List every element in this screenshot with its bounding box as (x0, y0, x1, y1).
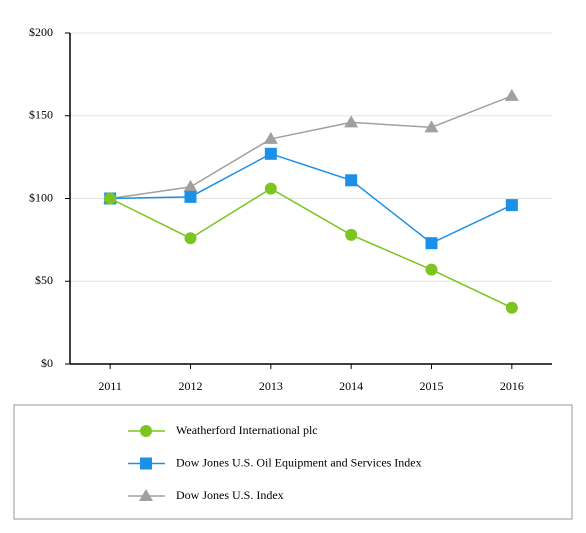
legend-marker (140, 457, 152, 470)
legend-label: Weatherford International plc (176, 423, 318, 437)
data-point (345, 228, 358, 241)
x-tick-label: 2015 (420, 379, 444, 393)
y-tick-label: $100 (29, 190, 53, 204)
y-tick-label: $200 (29, 25, 53, 39)
legend-marker (140, 425, 152, 437)
series-line (110, 153, 513, 245)
data-point (504, 88, 519, 101)
data-point (183, 179, 198, 192)
y-tick-label: $0 (41, 356, 53, 370)
data-point (505, 199, 518, 212)
data-point (264, 147, 277, 160)
data-point (425, 263, 438, 276)
x-tick-label: 2012 (179, 379, 203, 393)
x-tick-label: 2013 (259, 379, 283, 393)
data-point (104, 192, 117, 205)
x-tick-label: 2011 (98, 379, 122, 393)
data-point (184, 190, 197, 203)
y-tick-label: $150 (29, 108, 53, 122)
series-line (110, 95, 513, 200)
data-point (424, 120, 439, 133)
legend-label: Dow Jones U.S. Oil Equipment and Service… (176, 455, 422, 469)
y-tick-label: $50 (35, 273, 53, 287)
data-point (184, 232, 197, 245)
data-point (505, 301, 518, 314)
data-point (425, 237, 438, 250)
x-tick-label: 2016 (500, 379, 524, 393)
data-point (345, 174, 358, 187)
x-tick-label: 2014 (339, 379, 363, 393)
legend-marker (139, 489, 153, 501)
data-point (344, 115, 359, 128)
legend-box (13, 404, 573, 520)
data-point (264, 182, 277, 195)
data-point (263, 131, 278, 144)
series-line (109, 187, 513, 309)
legend-label: Dow Jones U.S. Index (176, 488, 284, 502)
